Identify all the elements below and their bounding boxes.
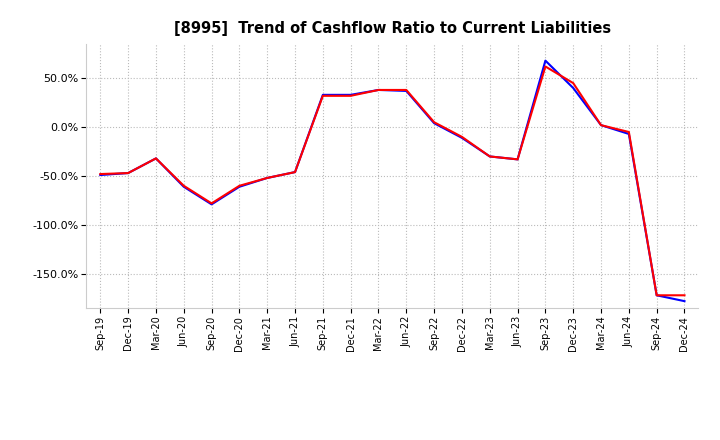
Operating CF to Current Liabilities xyxy=(597,122,606,128)
Operating CF to Current Liabilities xyxy=(458,134,467,139)
Operating CF to Current Liabilities xyxy=(96,172,104,177)
Title: [8995]  Trend of Cashflow Ratio to Current Liabilities: [8995] Trend of Cashflow Ratio to Curren… xyxy=(174,21,611,36)
Free CF to Current Liabilities xyxy=(207,202,216,207)
Free CF to Current Liabilities xyxy=(513,157,522,162)
Free CF to Current Liabilities xyxy=(569,85,577,91)
Operating CF to Current Liabilities xyxy=(152,156,161,161)
Free CF to Current Liabilities xyxy=(458,135,467,140)
Operating CF to Current Liabilities xyxy=(652,293,661,298)
Operating CF to Current Liabilities xyxy=(263,175,271,180)
Free CF to Current Liabilities xyxy=(318,92,327,98)
Free CF to Current Liabilities xyxy=(235,184,243,189)
Operating CF to Current Liabilities xyxy=(402,87,410,92)
Operating CF to Current Liabilities xyxy=(374,87,383,92)
Free CF to Current Liabilities xyxy=(179,184,188,189)
Operating CF to Current Liabilities xyxy=(624,129,633,135)
Free CF to Current Liabilities xyxy=(263,175,271,180)
Free CF to Current Liabilities xyxy=(152,156,161,161)
Operating CF to Current Liabilities xyxy=(318,93,327,99)
Free CF to Current Liabilities xyxy=(597,122,606,128)
Operating CF to Current Liabilities xyxy=(291,169,300,175)
Operating CF to Current Liabilities xyxy=(124,170,132,176)
Free CF to Current Liabilities xyxy=(96,172,104,178)
Line: Operating CF to Current Liabilities: Operating CF to Current Liabilities xyxy=(100,66,685,295)
Free CF to Current Liabilities xyxy=(541,58,550,63)
Free CF to Current Liabilities xyxy=(624,131,633,136)
Free CF to Current Liabilities xyxy=(485,154,494,159)
Free CF to Current Liabilities xyxy=(291,169,300,175)
Free CF to Current Liabilities xyxy=(680,298,689,304)
Operating CF to Current Liabilities xyxy=(235,183,243,188)
Operating CF to Current Liabilities xyxy=(680,293,689,298)
Operating CF to Current Liabilities xyxy=(569,81,577,86)
Line: Free CF to Current Liabilities: Free CF to Current Liabilities xyxy=(100,61,685,301)
Operating CF to Current Liabilities xyxy=(207,201,216,206)
Free CF to Current Liabilities xyxy=(346,92,355,98)
Free CF to Current Liabilities xyxy=(124,170,132,176)
Free CF to Current Liabilities xyxy=(374,87,383,92)
Operating CF to Current Liabilities xyxy=(513,157,522,162)
Free CF to Current Liabilities xyxy=(652,293,661,298)
Operating CF to Current Liabilities xyxy=(179,183,188,188)
Operating CF to Current Liabilities xyxy=(430,120,438,125)
Free CF to Current Liabilities xyxy=(402,88,410,94)
Operating CF to Current Liabilities xyxy=(541,64,550,69)
Operating CF to Current Liabilities xyxy=(485,154,494,159)
Free CF to Current Liabilities xyxy=(430,121,438,126)
Operating CF to Current Liabilities xyxy=(346,93,355,99)
